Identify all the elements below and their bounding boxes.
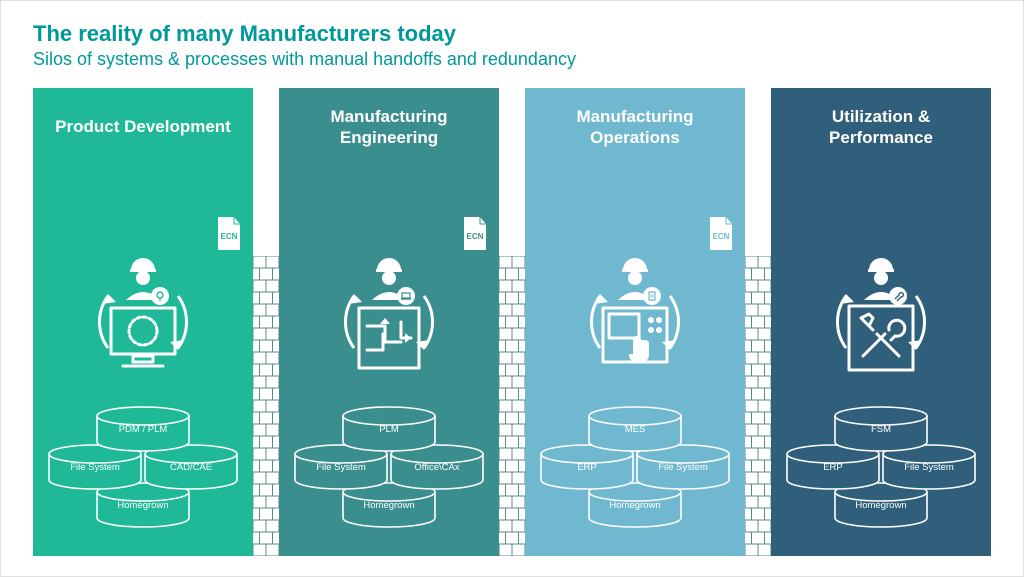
- silo-body-1: Homegrown File System Office\CAx PLM: [287, 150, 491, 546]
- slide-title: The reality of many Manufacturers today: [33, 21, 991, 47]
- db-label: Homegrown: [587, 500, 683, 511]
- silo-title-1: Manufacturing Engineering: [287, 104, 491, 150]
- db-label: File System: [881, 462, 977, 473]
- db-label: File System: [293, 462, 389, 473]
- db-label: MES: [587, 424, 683, 435]
- db-label: Homegrown: [341, 500, 437, 511]
- db-label: File System: [635, 462, 731, 473]
- person-cycle-icon: [806, 252, 956, 412]
- silo-title-2: Manufacturing Operations: [533, 104, 737, 150]
- svg-text:ECN: ECN: [713, 232, 730, 241]
- db-label: Office\CAx: [389, 462, 485, 473]
- silo-title-0: Product Development: [55, 104, 231, 150]
- silo-title-3: Utilization & Performance: [779, 104, 983, 150]
- database-stack: Homegrown File System CAD/CAE PDM / PLM: [43, 406, 243, 546]
- db-label: Homegrown: [833, 500, 929, 511]
- silos-container: Product Development ECN: [33, 88, 991, 556]
- db-top: FSM: [833, 406, 929, 452]
- silo-wall: [499, 88, 525, 556]
- person-cycle-icon: [560, 252, 710, 412]
- person-cycle-icon: [68, 252, 218, 412]
- silo-2: Manufacturing Operations ECN: [525, 88, 745, 556]
- slide-subtitle: Silos of systems & processes with manual…: [33, 49, 991, 70]
- silo-body-2: Homegrown ERP File System MES: [533, 150, 737, 546]
- db-label: ERP: [539, 462, 635, 473]
- ecn-document-icon: ECN: [461, 216, 489, 252]
- silo-3: Utilization & Performance: [771, 88, 991, 556]
- db-label: Homegrown: [95, 500, 191, 511]
- db-top: MES: [587, 406, 683, 452]
- db-top: PLM: [341, 406, 437, 452]
- db-label: FSM: [833, 424, 929, 435]
- silo-body-3: Homegrown ERP File System FSM: [779, 150, 983, 546]
- silo-body-0: Homegrown File System CAD/CAE PDM / PLM: [41, 150, 245, 546]
- db-label: PLM: [341, 424, 437, 435]
- database-stack: Homegrown ERP File System MES: [535, 406, 735, 546]
- database-stack: Homegrown File System Office\CAx PLM: [289, 406, 489, 546]
- person-cycle-icon: [314, 252, 464, 412]
- silo-1: Manufacturing Engineering ECN: [279, 88, 499, 556]
- silo-0: Product Development ECN: [33, 88, 253, 556]
- database-stack: Homegrown ERP File System FSM: [781, 406, 981, 546]
- ecn-document-icon: ECN: [707, 216, 735, 252]
- db-label: CAD/CAE: [143, 462, 239, 473]
- db-label: File System: [47, 462, 143, 473]
- svg-text:ECN: ECN: [221, 232, 238, 241]
- silo-wall: [745, 88, 771, 556]
- silo-wall: [253, 88, 279, 556]
- svg-text:ECN: ECN: [467, 232, 484, 241]
- ecn-document-icon: ECN: [215, 216, 243, 252]
- db-label: ERP: [785, 462, 881, 473]
- db-label: PDM / PLM: [95, 424, 191, 435]
- db-top: PDM / PLM: [95, 406, 191, 452]
